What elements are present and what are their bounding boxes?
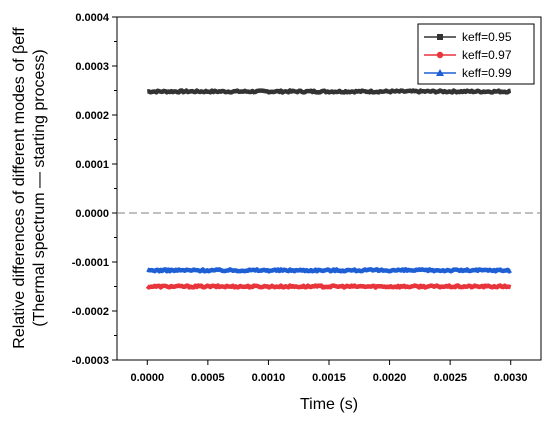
x-tick-label: 0.0025 [433,372,467,384]
legend: keff=0.95 keff=0.97 keff=0.99 [417,23,535,85]
x-tick-label: 0.0005 [191,372,225,384]
x-tick-label: 0.0020 [373,372,407,384]
x-tick-label: 0.0000 [130,372,164,384]
legend-marker-triangle [436,69,444,76]
y-tick-label: 0.0000 [75,208,109,220]
legend-label: keff=0.95 [462,30,512,44]
y-tick-label: -0.0002 [72,306,109,318]
y-axis-title-line-2: (Thermal spectrum — starting process) [31,49,48,326]
x-tick-label: 0.0010 [252,372,286,384]
series-line-keff=0.95 [146,88,512,95]
legend-label: keff=0.99 [462,66,512,80]
legend-marker-square [437,34,443,40]
x-axis: 0.0000 0.0005 0.0010 0.0015 0.0020 0.0025 0.00… [130,360,528,384]
series-line-keff=0.97 [145,283,512,290]
y-tick-label: 0.0001 [75,159,109,171]
legend-label: keff=0.97 [462,48,512,62]
y-tick-label: -0.0003 [72,355,109,367]
y-axis-title-line-1: Relative differences of different modes … [11,27,28,349]
series-layer [145,88,512,290]
y-tick-label: 0.0004 [75,12,110,24]
x-axis-title: Time (s) [300,396,358,413]
y-axis: -0.0003 -0.0002 -0.0001 0.0000 0.0001 0.0002 0… [72,12,117,367]
y-tick-label: -0.0001 [72,257,109,269]
series-line-keff=0.99 [146,267,512,274]
y-tick-label: 0.0002 [75,110,109,122]
legend-marker-circle [436,51,444,59]
x-tick-label: 0.0030 [494,372,528,384]
y-tick-label: 0.0003 [75,61,109,73]
x-tick-label: 0.0015 [312,372,346,384]
y-axis-title: Relative differences of different modes … [11,27,48,349]
